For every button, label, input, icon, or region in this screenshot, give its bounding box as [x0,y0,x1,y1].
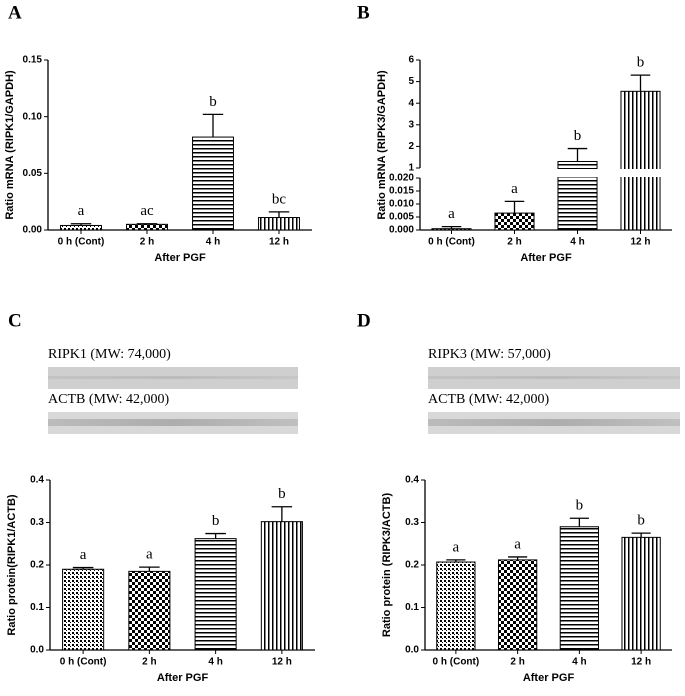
x-tick-label: 0 h (Cont) [428,237,475,248]
y-tick-label: 4 [408,98,414,109]
x-tick-label: 12 h [630,237,650,248]
y-tick-label: 5 [408,76,414,87]
bar [62,568,105,651]
significance-letter: b [209,94,217,110]
significance-letter: a [146,547,153,563]
y-tick-label: 0.3 [405,517,419,528]
x-tick-label: 0 h (Cont) [60,657,107,668]
y-tick-label: 0.00 [23,225,43,236]
blot-label: RIPK1 (MW: 74,000) [48,347,171,362]
blot-band [428,376,680,379]
significance-letter: ac [140,203,154,219]
significance-letter: a [511,181,518,197]
y-tick-label: 3 [408,119,414,130]
y-tick-label: 2 [408,141,414,152]
bar [559,526,600,651]
significance-letter: b [637,513,645,529]
significance-letter: a [80,547,87,563]
bar [128,570,171,651]
bar [620,90,661,231]
bar [258,217,300,231]
y-tick-label: 1 [408,163,414,174]
x-axis-label: After PGF [523,672,575,684]
blot-band [48,376,298,379]
y-tick-label: 0.0 [30,645,44,656]
significance-letter: a [453,539,460,555]
x-tick-label: 2 h [140,237,154,248]
y-axis-label: Ratio mRNA (RIPK1/GAPDH) [4,70,16,220]
y-tick-label: 0.010 [389,199,414,210]
blot-band [428,419,680,426]
y-tick-label: 0.005 [389,212,414,223]
bar [621,536,661,651]
x-tick-label: 2 h [507,237,521,248]
y-axis-label: Ratio protein (RIPK3/ACTB) [381,493,393,638]
bar [436,561,476,651]
y-tick-label: 0.0 [405,645,419,656]
x-tick-label: 12 h [631,657,651,668]
x-axis-label: After PGF [154,252,206,264]
axis-break [422,169,674,177]
bar [60,224,102,231]
significance-letter: a [514,536,521,552]
y-tick-label: 0.000 [389,225,414,236]
x-tick-label: 12 h [269,237,289,248]
x-tick-label: 2 h [142,657,156,668]
y-axis-label: Ratio mRNA (RIPK3/GAPDH) [376,70,388,220]
blot-label: RIPK3 (MW: 57,000) [428,347,551,362]
x-tick-label: 4 h [206,237,220,248]
panel-label: D [357,310,371,331]
bar [494,212,535,231]
y-tick-label: 6 [408,55,414,66]
y-tick-label: 0.15 [23,55,43,66]
blot-label: ACTB (MW: 42,000) [428,392,550,407]
x-tick-label: 4 h [572,657,586,668]
significance-letter: a [78,203,85,219]
x-axis-label: After PGF [157,672,209,684]
x-axis-label: After PGF [520,252,572,264]
x-tick-label: 0 h (Cont) [433,657,480,668]
y-tick-label: 0.4 [405,475,419,486]
y-tick-label: 0.05 [23,168,43,179]
x-tick-label: 12 h [272,657,292,668]
y-tick-label: 0.020 [389,173,414,184]
significance-letter: b [637,55,645,71]
bar [431,228,472,231]
panel-label: B [357,2,370,23]
x-tick-label: 4 h [208,657,222,668]
y-tick-label: 0.015 [389,186,414,197]
y-tick-label: 0.10 [23,111,43,122]
x-tick-label: 2 h [510,657,524,668]
y-tick-label: 0.1 [405,602,419,613]
blot-label: ACTB (MW: 42,000) [48,392,170,407]
significance-letter: b [574,128,582,144]
bar [194,538,237,651]
significance-letter: b [212,513,220,529]
y-axis-label: Ratio protein(RIPK1/ACTB) [6,494,18,636]
panel-label: A [8,2,22,23]
y-tick-label: 0.3 [30,517,44,528]
y-tick-label: 0.2 [30,560,44,571]
bar [126,223,168,231]
x-tick-label: 0 h (Cont) [58,237,105,248]
y-tick-label: 0.1 [30,602,44,613]
significance-letter: b [278,486,286,502]
x-tick-label: 4 h [570,237,584,248]
bar [497,559,538,651]
blot-band [48,419,298,426]
significance-letter: a [448,206,455,222]
y-tick-label: 0.2 [405,560,419,571]
bar [260,521,303,651]
significance-letter: b [576,498,584,514]
panel-label: C [8,310,22,331]
y-tick-label: 0.4 [30,475,44,486]
significance-letter: bc [272,191,287,207]
bar [192,136,234,231]
